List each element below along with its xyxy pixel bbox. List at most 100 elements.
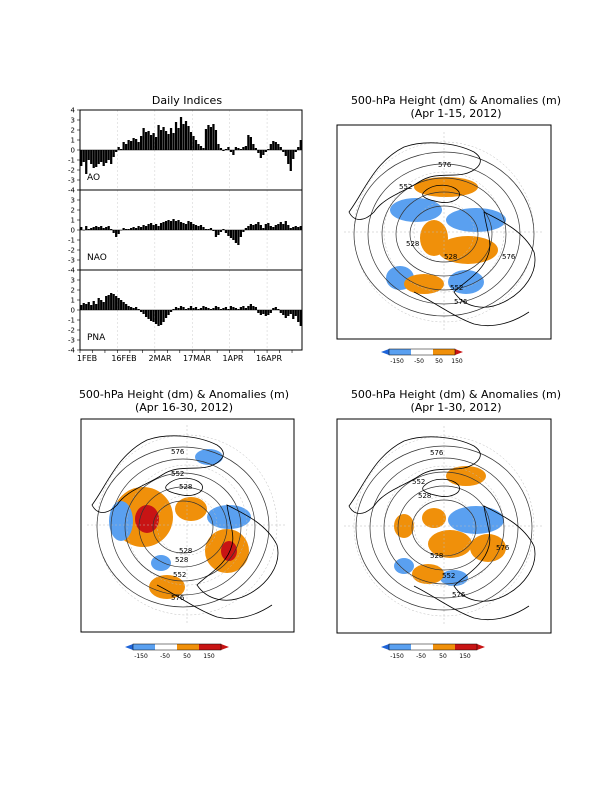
- contour-label: 528: [175, 556, 188, 564]
- bar: [122, 228, 125, 230]
- bar: [197, 226, 200, 230]
- bar: [264, 150, 267, 152]
- bar: [207, 229, 210, 230]
- map-title: 500-hPa Height (dm) & Anomalies (m): [351, 388, 561, 401]
- contour-label: 576: [438, 161, 452, 169]
- colorbar-label: -150: [390, 653, 404, 660]
- x-tick-label: 2MAR: [148, 354, 171, 363]
- bar: [199, 308, 203, 310]
- bar: [164, 221, 168, 230]
- contour-label: 552: [171, 470, 184, 478]
- bar: [169, 128, 173, 150]
- map-panel-apr-1-15: 500-hPa Height (dm) & Anomalies (m) (Apr…: [336, 94, 561, 365]
- bar: [202, 306, 205, 310]
- bar: [167, 134, 170, 150]
- bar: [242, 306, 245, 310]
- strong-positive-anomaly: [221, 541, 237, 561]
- bar: [229, 306, 233, 310]
- bar: [157, 125, 160, 150]
- bar: [249, 224, 252, 230]
- colorbar-label: 150: [459, 653, 471, 660]
- bar: [212, 230, 215, 231]
- colorbar-label: 150: [451, 358, 463, 365]
- bar: [257, 310, 260, 313]
- series-label: NAO: [87, 253, 107, 263]
- bar: [232, 230, 235, 240]
- bar: [274, 307, 277, 310]
- bar: [130, 307, 133, 310]
- bar: [142, 310, 145, 314]
- bar: [152, 310, 155, 322]
- strong-positive-anomaly: [135, 505, 159, 533]
- bar: [234, 308, 238, 310]
- bar: [92, 227, 95, 230]
- positive-anomaly: [175, 497, 207, 521]
- bar: [137, 309, 140, 310]
- bar: [219, 148, 223, 150]
- colorbar: -150 -50 50 150: [125, 643, 229, 660]
- bar: [164, 131, 168, 150]
- y-tick-label: -3: [68, 257, 75, 265]
- y-tick-label: 1: [71, 137, 75, 145]
- contour-label: 552: [442, 572, 455, 580]
- bar: [167, 220, 170, 230]
- bar: [87, 150, 90, 160]
- bar: [144, 310, 148, 317]
- bar: [242, 230, 245, 232]
- index-panel-ao: 4 3 2 1 0 -1 -2 -3 -4 AO: [68, 107, 303, 195]
- contour-label: 552: [412, 478, 425, 486]
- bar: [87, 302, 90, 310]
- bar: [239, 149, 243, 150]
- bar: [257, 150, 260, 153]
- bar: [214, 130, 218, 150]
- bar: [122, 302, 125, 310]
- bar: [269, 310, 272, 313]
- bar: [184, 224, 188, 230]
- bar: [117, 230, 120, 234]
- bar: [209, 127, 213, 150]
- index-panel-nao: 3 2 1 0 -1 -2 -3 -4 NAO: [68, 189, 303, 275]
- bar: [234, 147, 238, 150]
- map-subtitle: (Apr 1-30, 2012): [410, 401, 501, 414]
- positive-anomaly: [404, 274, 444, 294]
- bar: [234, 230, 238, 243]
- bar: [247, 135, 250, 150]
- bar: [237, 148, 240, 150]
- contour-label: 576: [502, 253, 516, 261]
- bar: [262, 228, 265, 230]
- bar: [279, 147, 282, 150]
- bar: [289, 150, 292, 171]
- bar: [227, 147, 230, 150]
- bar: [157, 310, 160, 326]
- bar: [232, 307, 235, 310]
- bar: [259, 225, 262, 230]
- bar: [105, 227, 108, 230]
- bar: [177, 220, 180, 230]
- bar: [299, 310, 302, 326]
- bar: [100, 300, 103, 310]
- bar: [269, 226, 272, 230]
- positive-anomaly: [414, 177, 478, 197]
- bar: [120, 300, 123, 310]
- y-tick-label: 3: [71, 277, 75, 285]
- bar: [132, 138, 135, 150]
- bar: [297, 310, 300, 322]
- bar: [92, 150, 95, 168]
- bar: [112, 294, 115, 310]
- bar: [90, 228, 93, 230]
- y-tick-label: -4: [68, 347, 76, 355]
- bar: [227, 309, 230, 310]
- bar: [209, 228, 213, 230]
- bar: [80, 227, 83, 230]
- bar: [117, 298, 120, 310]
- bar: [237, 230, 240, 245]
- indices-subpanels: 4 3 2 1 0 -1 -2 -3 -4 AO 3 2 1 0 -1 -2 -3 -4 NAO 3 2 1 0 -1 -2 -3…: [68, 107, 303, 355]
- bar: [90, 150, 93, 164]
- contour-label: 528: [430, 552, 443, 560]
- bar: [219, 230, 223, 232]
- bar: [139, 136, 143, 150]
- daily-indices-chart: Daily Indices 4 3 2 1 0 -1 -2 -3 -4 AO 3 2 1 0 -1 -2 -3 -…: [68, 94, 303, 363]
- bar: [87, 229, 90, 230]
- bar: [222, 308, 225, 310]
- index-panel-pna: 3 2 1 0 -1 -2 -3 -4 PNA: [68, 269, 303, 355]
